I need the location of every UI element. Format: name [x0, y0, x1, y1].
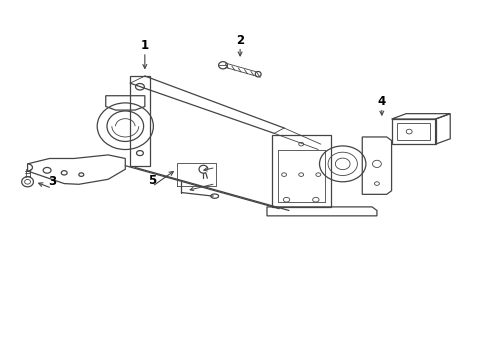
Text: 4: 4 [378, 95, 386, 108]
Text: 2: 2 [236, 33, 244, 47]
Text: 1: 1 [141, 39, 149, 52]
Text: 3: 3 [48, 175, 56, 188]
Text: 5: 5 [148, 174, 156, 186]
